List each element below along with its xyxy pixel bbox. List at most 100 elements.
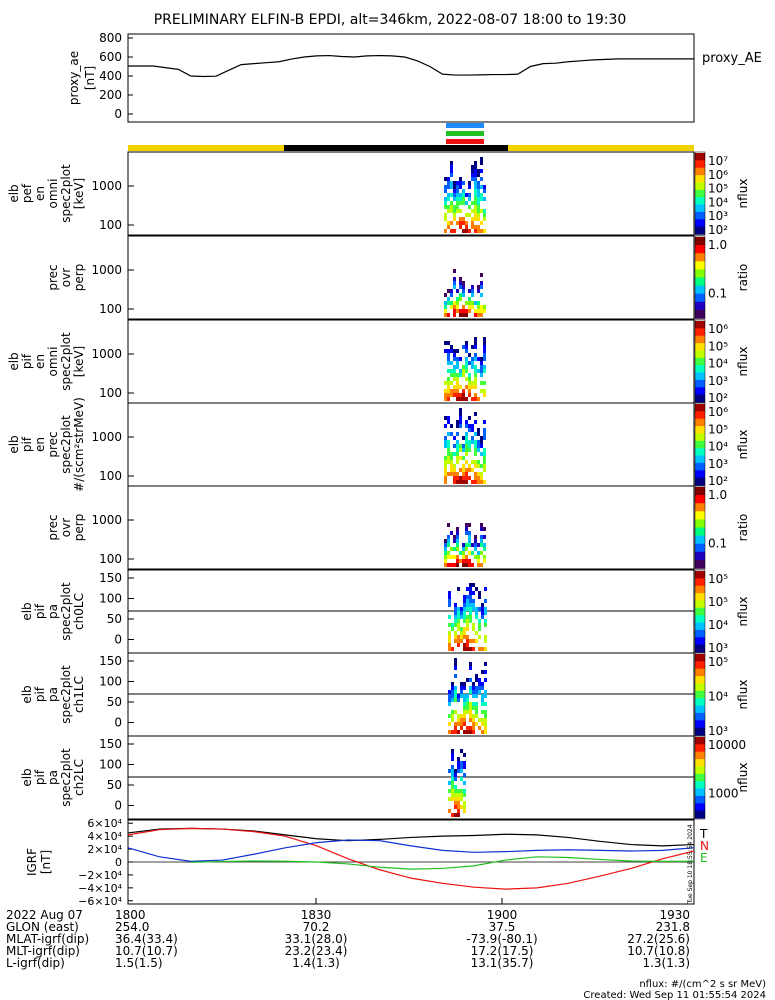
spectrogram-cell [466,619,469,623]
spectrogram-cell [454,769,457,773]
colorbar-frame [694,235,706,320]
spectrogram-cell [465,555,468,559]
spectrogram-cell [453,301,456,305]
spectrogram-cell [454,662,457,666]
spectrogram-cell [462,444,465,448]
spectrogram-cell [474,309,477,313]
spectrogram-cell [457,761,460,765]
spectrogram-cell [456,527,459,531]
spectrogram-cell [454,694,457,698]
spectrogram-cell [460,722,463,726]
spectrogram-cell [448,809,451,813]
colorbar-tick: 10³ [708,724,728,738]
spectrogram-cell [456,472,459,476]
spectrogram-cell [456,197,459,201]
spectrogram-cell [474,476,477,480]
spectrogram-cell [453,373,456,377]
spectrogram-cell [460,718,463,722]
spectrogram-cell [450,472,453,476]
spectrogram-cell [471,440,474,444]
panel-ylabel-wrap: en [33,186,47,201]
spectrogram-cell [444,205,447,209]
spectrogram-cell [484,635,487,639]
spectrogram-cell [450,369,453,373]
panel-ylabel: [keV] [72,346,86,377]
spectrogram-cell [468,551,471,555]
spectrogram-cell [454,686,457,690]
colorbar-cell [695,527,705,537]
spectrogram-cell [468,531,471,535]
xaxis-row-value: 254.0 [115,920,149,934]
spectrogram-cell [477,201,480,205]
spectrogram-cell [454,658,457,662]
spectrogram-cell [471,563,474,567]
spectrogram-cell [448,603,451,607]
spectrogram-cell [459,209,462,213]
colorbar-cell [695,226,705,235]
spectrogram-cell [459,177,462,181]
spectrogram-cell [472,726,475,730]
spectrogram-cell [447,440,450,444]
spectrogram-cell [457,769,460,773]
spectrogram-cell [444,472,447,476]
spectrogram-cell [459,357,462,361]
spectrogram-cell [468,389,471,393]
spectrogram-cell [451,647,454,651]
spectrogram-cell [477,563,480,567]
panel-ylabel-wrap: pif [33,769,47,785]
spectrogram-cell [448,647,451,651]
spectrogram-cell [469,686,472,690]
panel-ylabel-wrap: elb [7,352,21,370]
colorbar-cell [695,727,705,736]
proxy-ae-panel: 800 600 400 200 0 proxy_AE proxy_ae [nT] [67,31,762,123]
spectrogram-cell [466,639,469,643]
spectrogram-cell [465,357,468,361]
spectrogram-cell [477,229,480,233]
spectrogram-cell [456,476,459,480]
spectrogram-cell [474,357,477,361]
spectrogram-cell [471,165,474,169]
spectrogram-cell [474,173,477,177]
spectrogram-cell [447,177,450,181]
panel-ylabel: omni [46,179,60,209]
igrf-line-n [127,827,695,890]
colorbar-cell [695,543,705,553]
spectrogram-cell [448,714,451,718]
igrf-line-blue [127,839,695,862]
spectrogram-cell [448,789,451,793]
spectrogram-cell [447,221,450,225]
spectrogram-cell [480,472,483,476]
proxy-ae-ytick-4: 0 [114,107,122,121]
spectrogram-cell [453,377,456,381]
colorbar-cell [695,759,705,767]
colorbar-label: nflux [736,763,750,793]
spectrogram-cell [483,464,486,468]
spectrogram-cell [466,599,469,603]
spectrogram-cell [454,785,457,789]
spectrogram-cell [465,229,468,233]
spectrogram-cell [477,480,480,484]
xaxis-row-value: 1830 [301,908,332,922]
spectrogram-cell [465,531,468,535]
spectrogram-cell [483,197,486,201]
spectrogram-cell [453,269,456,273]
colorbar-label: ratio [736,514,750,542]
spectrogram-cell [462,397,465,401]
panel-ytick: 100 [99,592,122,606]
spectrogram-cell [456,452,459,456]
panel-ylabel-wrap: ovr [59,518,73,537]
spectrogram-cell [477,369,480,373]
spectrogram-cell [460,777,463,781]
spectrogram-cell [447,209,450,213]
spectrogram-cell [477,205,480,209]
spectrogram-cell [480,523,483,527]
spectrogram-cell [475,615,478,619]
spectrogram-cell [469,726,472,730]
colorbar-tick: 10⁴ [708,690,728,704]
spectrogram-cell [456,205,459,209]
spectrogram-cell [469,678,472,682]
spectrogram-cell [447,523,450,527]
colorbar-cell [695,448,705,457]
spectrogram-cell [466,595,469,599]
